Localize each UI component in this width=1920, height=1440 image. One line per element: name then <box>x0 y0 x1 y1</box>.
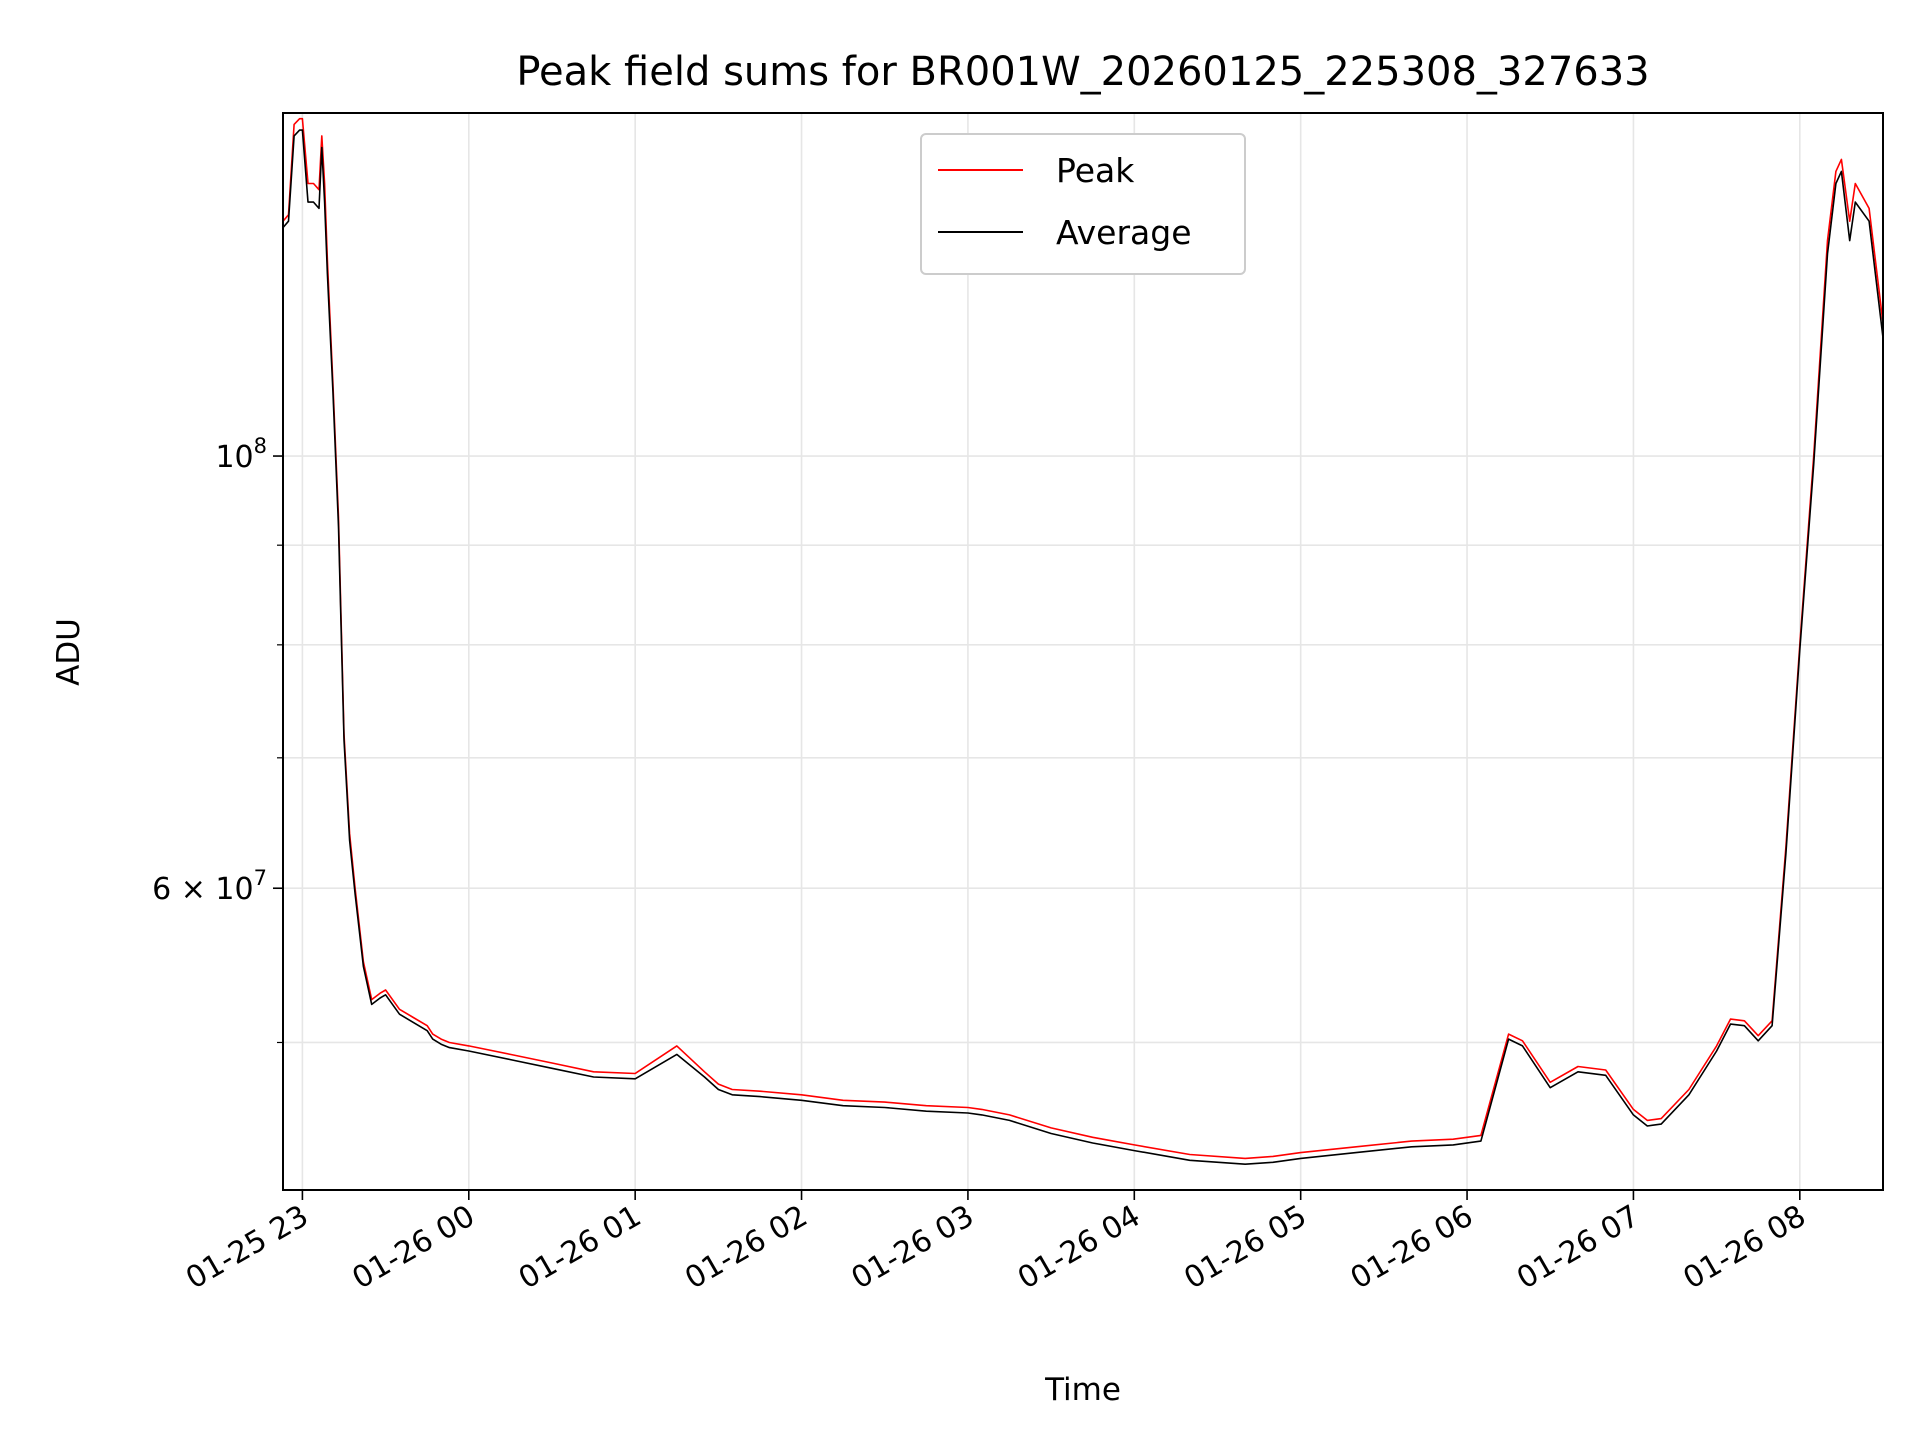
legend: Peak Average <box>920 133 1246 275</box>
y-axis-label: ADU <box>51 618 87 686</box>
y-tick-label: 108 <box>215 434 267 475</box>
chart-title: Peak field sums for BR001W_20260125_2253… <box>516 49 1649 95</box>
legend-peak-label: Peak <box>1056 151 1135 190</box>
plot-frame <box>282 112 1884 1191</box>
legend-average-label: Average <box>1056 213 1192 252</box>
x-axis-label: Time <box>1044 1372 1121 1408</box>
series-layer <box>283 117 1883 1165</box>
y-tick-label: 6 × 107 <box>152 866 267 907</box>
y-axis: 108 6 × 107 <box>152 434 283 1044</box>
series-line-average <box>283 129 1883 1165</box>
